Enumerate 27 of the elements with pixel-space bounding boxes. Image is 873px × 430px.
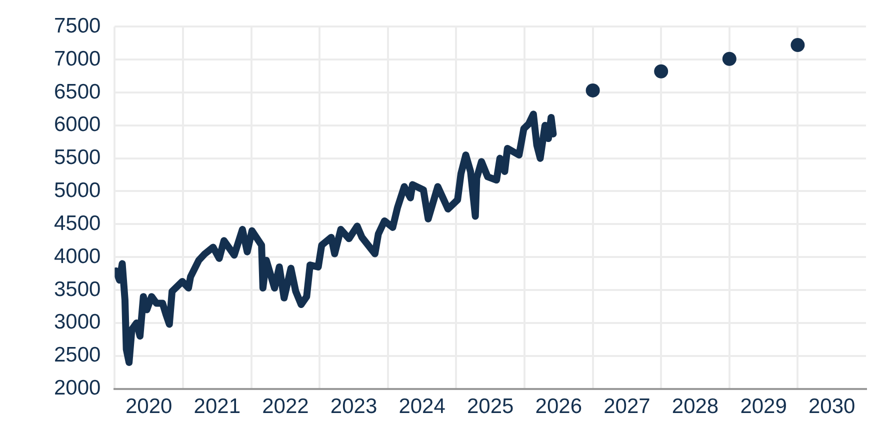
y-tick-label: 6000 [54, 113, 101, 136]
x-tick-label: 2024 [398, 395, 446, 418]
y-tick-label: 3000 [54, 310, 101, 334]
x-tick-label: 2028 [672, 395, 719, 418]
y-tick-label: 2500 [54, 344, 101, 367]
y-tick-label: 2000 [54, 376, 101, 400]
y-tick-label: 6500 [54, 80, 101, 104]
y-tick-label: 7000 [54, 47, 101, 70]
y-tick-label: 4500 [54, 212, 101, 235]
y-tick-label: 3500 [54, 278, 101, 301]
x-tick-label: 2020 [126, 395, 172, 418]
point [586, 83, 600, 98]
x-tick-label: 2021 [194, 395, 241, 418]
x-tick-label: 2023 [330, 395, 378, 418]
point [790, 38, 805, 52]
x-tick-label: 2022 [262, 395, 309, 418]
x-tick-label: 2030 [808, 395, 856, 418]
y-tick-label: 5500 [54, 146, 101, 170]
x-tick-label: 2027 [604, 395, 650, 418]
point [722, 52, 736, 66]
x-tick-label: 2026 [535, 395, 582, 418]
y-tick-label: 4000 [54, 244, 101, 268]
x-tick-label: 2025 [467, 395, 514, 418]
y-tick-label: 5000 [54, 179, 101, 202]
point [654, 64, 668, 78]
y-tick-label: 7500 [54, 14, 101, 38]
x-tick-label: 2029 [740, 395, 787, 418]
